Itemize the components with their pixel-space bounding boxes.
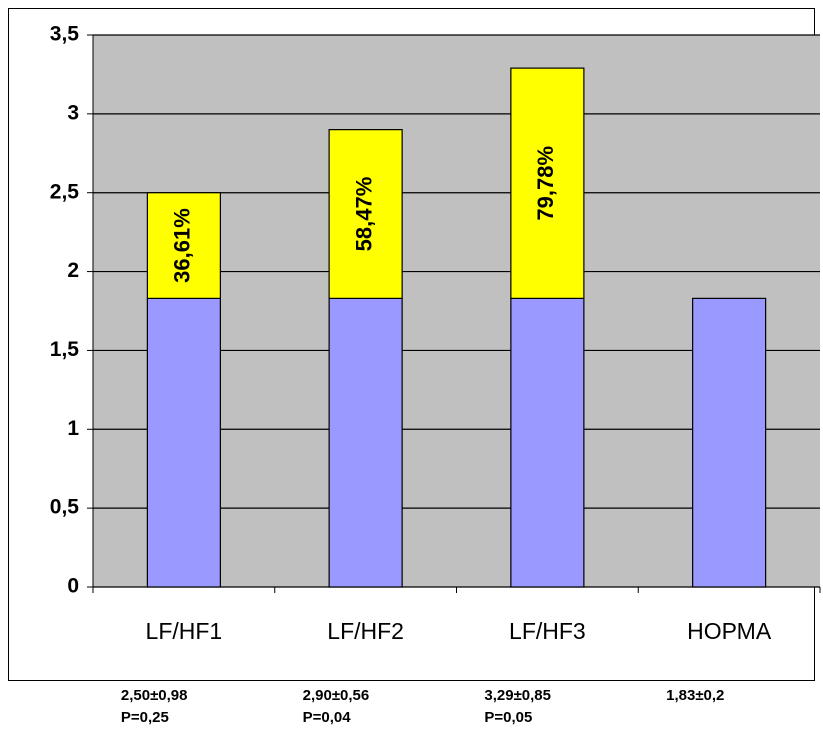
y-tick-label: 0 bbox=[67, 575, 79, 598]
y-tick-label: 1,5 bbox=[50, 338, 80, 361]
segment-annotation: 36,61% bbox=[170, 208, 195, 283]
bar-segment bbox=[510, 67, 585, 299]
y-tick-label: 0,5 bbox=[50, 496, 80, 519]
bar-segment bbox=[146, 297, 221, 588]
x-tick-label: LF/HF1 bbox=[146, 618, 223, 644]
y-tick-label: 2 bbox=[67, 259, 79, 282]
bar-segment bbox=[328, 129, 403, 299]
bar-segment bbox=[510, 297, 585, 588]
note-text: P=0,05 bbox=[484, 709, 532, 726]
y-tick-label: 2,5 bbox=[50, 180, 80, 203]
note-text: P=0,04 bbox=[303, 709, 352, 726]
bar-segment bbox=[146, 192, 221, 299]
x-tick-label: LF/HF2 bbox=[327, 618, 404, 644]
segment-annotation: 58,47% bbox=[351, 177, 376, 252]
segment-annotation: 79,78% bbox=[533, 146, 558, 221]
y-tick-label: 3 bbox=[67, 101, 79, 124]
y-tick-label: 3,5 bbox=[50, 23, 80, 46]
note-text: P=0,25 bbox=[121, 709, 169, 726]
note-text: 3,29±0,85 bbox=[484, 687, 551, 704]
note-text: 2,90±0,56 bbox=[303, 687, 370, 704]
x-tick-label: LF/HF3 bbox=[509, 618, 586, 644]
bar-segment bbox=[328, 297, 403, 588]
x-tick-label: НОРМА bbox=[687, 618, 772, 644]
note-text: 1,83±0,2 bbox=[666, 687, 724, 704]
y-tick-label: 1 bbox=[67, 417, 79, 440]
note-text: 2,50±0,98 bbox=[121, 687, 188, 704]
bar-segment bbox=[692, 297, 767, 588]
